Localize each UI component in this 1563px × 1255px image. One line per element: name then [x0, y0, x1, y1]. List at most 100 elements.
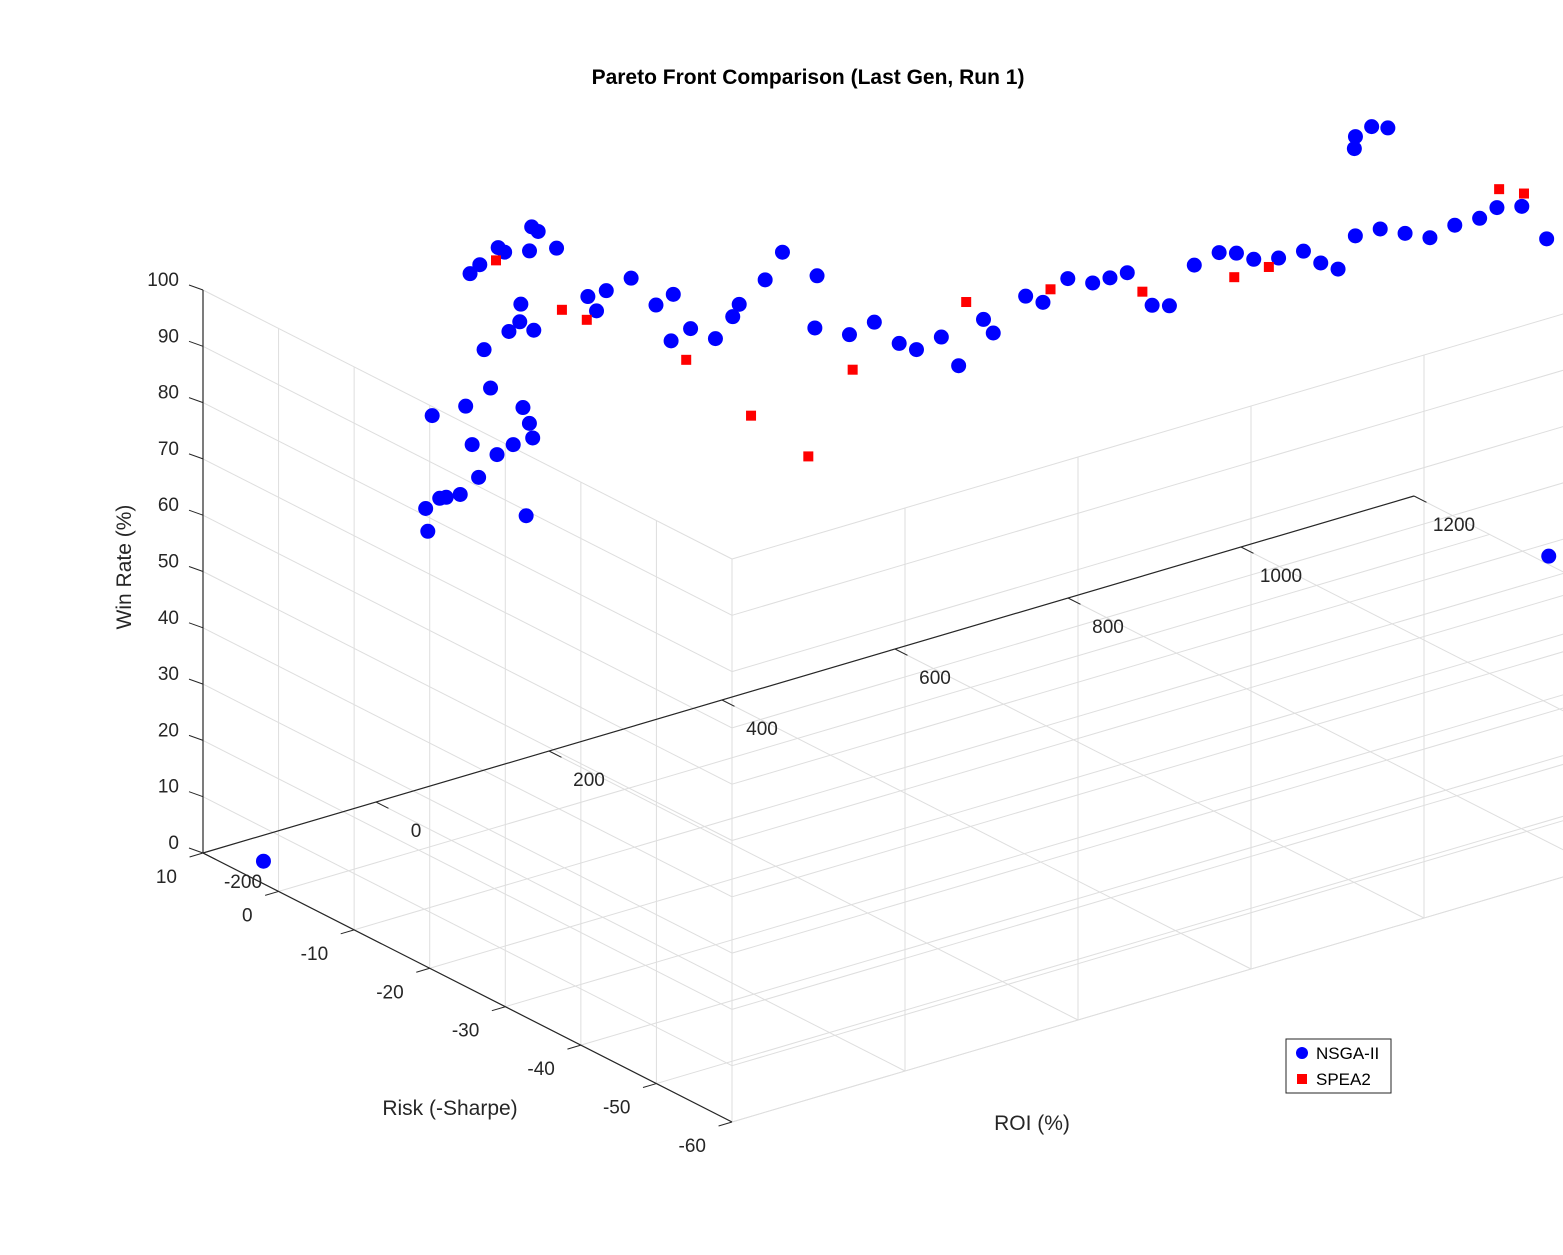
spea2-point: [1518, 188, 1529, 199]
z-tick-label: 40: [158, 608, 179, 629]
back-wall-grid-line-z: [731, 538, 1563, 785]
nsga2-point: [985, 325, 1001, 341]
x-tick-label: 600: [919, 668, 951, 689]
nsga2-point: [525, 430, 541, 446]
nsga2-point: [1539, 231, 1555, 247]
x-tick-mark: [721, 699, 735, 707]
x-axis-line: [202, 495, 1415, 854]
y-tick-label: -40: [527, 1059, 554, 1080]
nsga2-point: [866, 314, 882, 330]
nsga2-point: [757, 272, 773, 288]
nsga2-point: [1161, 298, 1177, 314]
z-tick-label: 100: [147, 270, 179, 291]
nsga2-point: [464, 437, 480, 453]
nsga2-point: [524, 219, 540, 235]
nsga2-point: [432, 490, 448, 506]
z-tick-mark: [188, 791, 204, 798]
nsga2-point: [1514, 198, 1530, 214]
nsga2-point: [424, 408, 440, 424]
z-tick-mark: [188, 284, 204, 291]
nsga2-point: [1472, 210, 1488, 226]
legend-label-spea2: SPEA2: [1316, 1070, 1371, 1089]
nsga2-point: [1186, 257, 1202, 273]
y-tick-mark: [189, 852, 204, 858]
back-wall-grid-line-z: [731, 595, 1563, 841]
z-tick-label: 90: [158, 326, 179, 347]
nsga2-point: [589, 303, 605, 319]
nsga2-point: [515, 400, 531, 416]
back-wall-grid-line-z: [731, 313, 1563, 560]
y-tick-label: -30: [452, 1021, 479, 1042]
nsga2-point: [1119, 265, 1135, 281]
side-wall-grid-line-z: [202, 796, 733, 1067]
y-tick-mark: [340, 929, 355, 935]
nsga2-point: [1211, 245, 1227, 261]
nsga2-point: [933, 329, 949, 345]
floor-grid-line-y: [354, 572, 1563, 931]
nsga2-point: [1295, 243, 1311, 259]
side-wall-grid-line-z: [202, 345, 733, 616]
nsga2-point: [472, 257, 488, 273]
x-tick-mark: [1240, 546, 1254, 554]
legend-marker-spea2: [1297, 1074, 1307, 1084]
y-tick-label: -10: [301, 944, 328, 965]
nsga2-point: [518, 508, 534, 524]
z-tick-mark: [188, 509, 204, 516]
nsga2-point: [648, 297, 664, 313]
nsga2-point: [458, 398, 474, 414]
y-tick-label: -20: [376, 982, 403, 1003]
x-tick-mark: [375, 801, 389, 809]
z-tick-label: 30: [158, 664, 179, 685]
nsga2-point: [512, 314, 528, 330]
nsga2-point: [1346, 141, 1362, 157]
nsga2-point: [1364, 119, 1380, 135]
nsga2-point: [1271, 250, 1287, 266]
x-tick-label: 1000: [1260, 566, 1302, 587]
floor-grid-line-y: [505, 694, 1563, 1008]
x-tick-mark: [1067, 597, 1081, 605]
nsga2-point: [1541, 548, 1557, 564]
floor-grid-line-x: [721, 699, 1252, 970]
z-tick-mark: [188, 453, 204, 460]
floor-grid-line-y: [278, 533, 1490, 892]
side-wall-grid-line-z: [202, 571, 733, 841]
tick-layer: -200020040060080010001200-60-50-40-30-20…: [147, 270, 1475, 1157]
spea2-point: [681, 354, 692, 365]
nsga2-point: [891, 335, 907, 351]
nsga2-point: [521, 415, 537, 431]
back-wall-grid-line-z: [731, 651, 1563, 898]
nsga2-point: [663, 333, 679, 349]
back-wall-grid-line-z: [731, 763, 1563, 1010]
side-wall-grid-line-z: [202, 627, 733, 898]
spea2-point: [1263, 261, 1274, 272]
y-tick-label: 10: [156, 867, 177, 888]
z-tick-mark: [188, 397, 204, 404]
x-tick-label: 200: [573, 770, 605, 791]
z-tick-mark: [188, 566, 204, 572]
nsga2-point: [1347, 129, 1363, 145]
z-tick-mark: [188, 847, 204, 854]
nsga2-point: [1246, 251, 1262, 267]
x-tick-mark: [548, 750, 562, 758]
y-axis-line: [202, 852, 733, 1123]
x-tick-mark: [1413, 495, 1427, 503]
y-tick-mark: [567, 1044, 581, 1050]
floor-grid-line-x: [1240, 546, 1563, 712]
floor-grid-line-x: [1067, 597, 1563, 851]
nsga2-point: [1422, 230, 1438, 246]
side-wall-grid-line-z: [202, 458, 733, 729]
nsga2-point: [1313, 255, 1329, 271]
nsga2-point: [1397, 225, 1413, 241]
spea2-point: [1494, 184, 1505, 195]
nsga2-point: [1018, 288, 1034, 304]
z-tick-label: 60: [158, 495, 179, 516]
z-tick-label: 80: [158, 383, 179, 404]
nsga2-point: [1228, 245, 1244, 261]
nsga2-point: [683, 321, 699, 337]
side-wall-grid-line-z: [202, 289, 733, 560]
spea2-point: [1229, 272, 1240, 283]
floor-grid-line-y: [429, 633, 1563, 969]
x-tick-label: 0: [411, 821, 422, 842]
